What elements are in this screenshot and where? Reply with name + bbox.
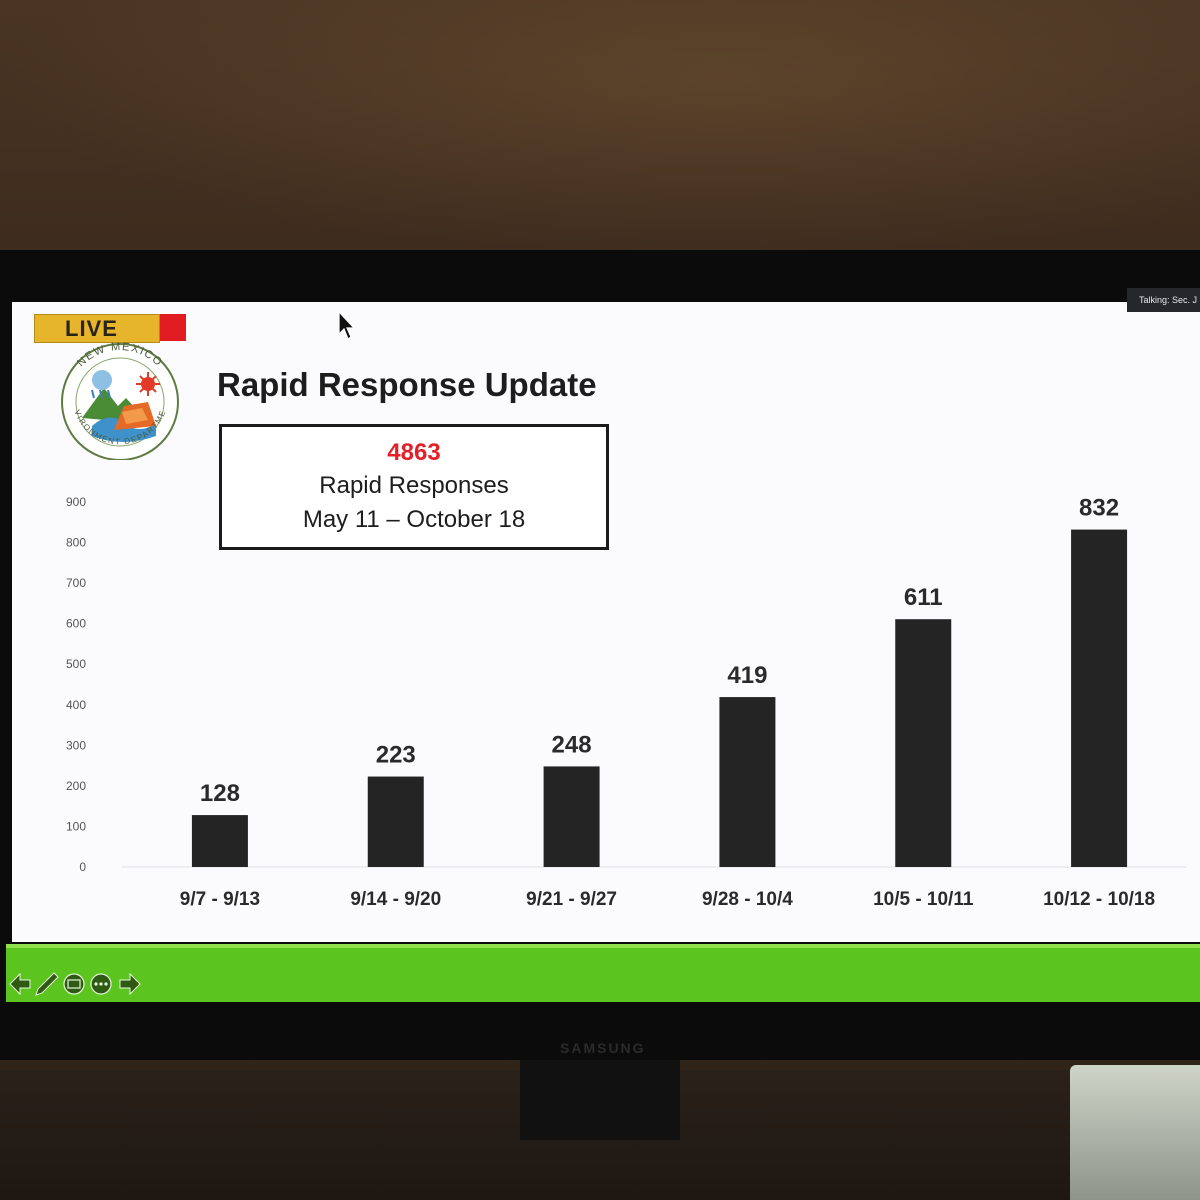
background-wall [0, 0, 1200, 260]
x-tick-label: 9/7 - 9/13 [180, 889, 260, 910]
y-tick-label: 600 [66, 617, 86, 631]
y-tick-label: 700 [66, 576, 86, 590]
slide-navigation-controls [9, 972, 141, 996]
data-label: 611 [904, 584, 943, 611]
presentation-toolbar [6, 944, 1200, 1002]
y-tick-label: 100 [66, 819, 86, 833]
live-label: LIVE [65, 316, 118, 341]
y-tick-label: 400 [66, 698, 86, 712]
bar-chart: 0 100 200 300 400 500 600 700 800 900 128 9/7 - 9/1… [66, 495, 1187, 910]
data-label: 419 [727, 662, 767, 689]
x-tick-label: 9/21 - 9/27 [526, 889, 617, 910]
mouse-pointer-icon [338, 310, 356, 340]
next-arrow-icon[interactable] [119, 972, 141, 996]
y-tick-label: 0 [79, 860, 86, 874]
y-tick-label: 200 [66, 779, 86, 793]
summary-box: 4863 Rapid Responses May 11 – October 18 [219, 424, 609, 550]
data-label: 832 [1079, 495, 1119, 522]
bar [895, 619, 952, 867]
data-label: 248 [552, 731, 592, 758]
bar [1071, 529, 1128, 867]
tv-brand-label: SAMSUNG [560, 1040, 646, 1056]
y-tick-label: 500 [66, 657, 86, 671]
slide-title: Rapid Response Update [217, 366, 597, 403]
total-responses-value: 4863 [387, 439, 441, 466]
subtitles-icon[interactable] [63, 973, 85, 995]
x-tick-label: 9/28 - 10/4 [702, 889, 793, 910]
total-responses-label: Rapid Responses [319, 472, 509, 499]
y-tick-label: 900 [66, 495, 86, 509]
y-tick-label: 800 [66, 536, 86, 550]
bar [543, 766, 600, 867]
y-tick-label: 300 [66, 738, 86, 752]
talking-indicator: Talking: Sec. J [1127, 288, 1200, 312]
live-indicator [160, 314, 186, 341]
more-options-icon[interactable] [90, 973, 112, 995]
date-range-label: May 11 – October 18 [302, 506, 526, 533]
desk-device [1070, 1065, 1200, 1200]
x-tick-label: 10/12 - 10/18 [1043, 889, 1155, 910]
presentation-screen: 0 100 200 300 400 500 600 700 800 900 128 9/7 - 9/1… [12, 302, 1200, 942]
pen-icon[interactable] [35, 972, 59, 996]
bar [367, 776, 424, 867]
data-label: 223 [376, 742, 416, 769]
nm-environment-department-seal-icon: NEW MEXICOENVIRONMENT DEPARTMENT [52, 340, 179, 460]
x-tick-label: 9/14 - 9/20 [350, 889, 441, 910]
live-badge: LIVE [34, 314, 160, 343]
tv-stand [520, 1060, 680, 1140]
bar [719, 697, 776, 867]
bar [191, 815, 248, 867]
previous-arrow-icon[interactable] [9, 972, 31, 996]
data-label: 128 [200, 780, 240, 807]
x-tick-label: 10/5 - 10/11 [873, 889, 974, 910]
